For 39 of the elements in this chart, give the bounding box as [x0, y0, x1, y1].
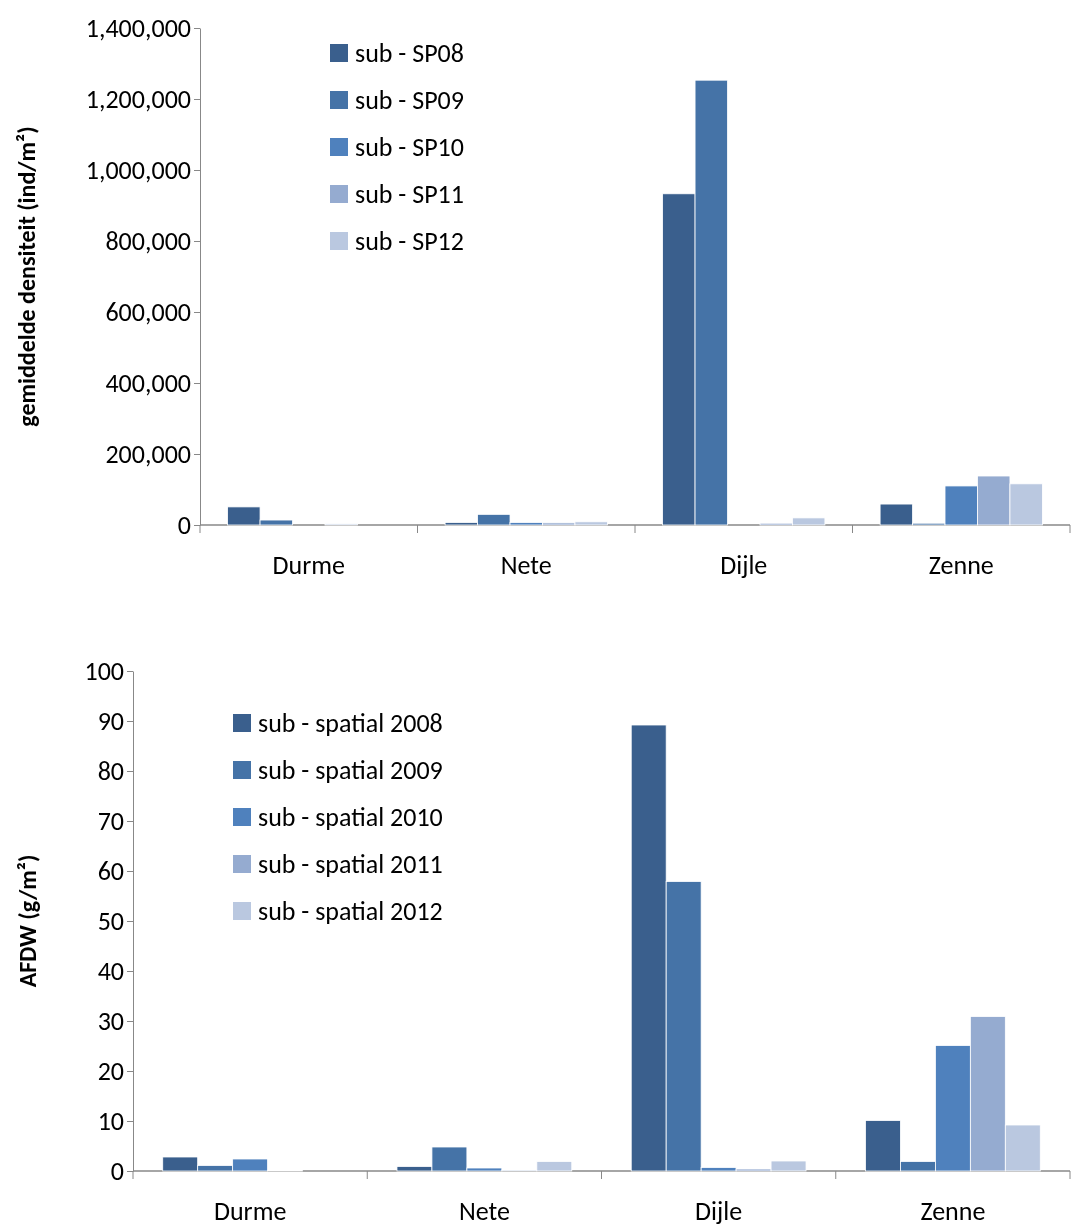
x-tick-label: Zenne [920, 1195, 986, 1224]
y-tick-label: 40 [97, 954, 124, 987]
y-tick-label: 70 [97, 804, 124, 837]
legend-label: sub - SP12 [355, 225, 464, 257]
legend-label: sub - SP11 [355, 178, 464, 210]
y-tick-label: 0 [177, 508, 191, 541]
legend-label: sub - spatial 2012 [258, 895, 443, 927]
legend-label: sub - spatial 2011 [258, 848, 443, 880]
x-tick-label: Dijle [695, 1195, 743, 1224]
x-tick-label: Durme [272, 549, 345, 581]
y-tick-label: 20 [97, 1054, 124, 1087]
legend-label: sub - spatial 2008 [258, 707, 443, 739]
y-tick-label: 30 [97, 1004, 124, 1037]
legend-label: sub - SP08 [355, 37, 464, 69]
y-tick-label: 80 [97, 754, 124, 787]
y-tick-label: 200,000 [105, 437, 191, 470]
y-tick-label: 60 [97, 854, 124, 887]
x-tick-label: Dijle [720, 549, 768, 581]
y-tick-label: 400,000 [105, 366, 191, 399]
x-tick-label: Durme [213, 1195, 287, 1224]
x-tick-label: Zenne [928, 549, 994, 581]
y-tick-label: 1,000,000 [85, 153, 191, 186]
y-tick-label: 1,200,000 [85, 82, 191, 115]
legend-label: sub - SP10 [355, 131, 464, 163]
y-tick-label: 10 [97, 1104, 124, 1137]
y-tick-label: 0 [110, 1154, 124, 1187]
legend-label: sub - SP09 [355, 84, 464, 116]
legend-label: sub - spatial 2010 [258, 801, 443, 833]
y-tick-label: 800,000 [105, 224, 191, 257]
y-axis-title: gemiddelde densiteit (ind/m²) [12, 126, 41, 427]
y-tick-label: 1,400,000 [85, 11, 191, 44]
legend-label: sub - spatial 2009 [258, 754, 443, 786]
y-tick-label: 90 [97, 704, 124, 737]
x-tick-label: Nete [500, 549, 552, 581]
x-tick-label: Nete [458, 1195, 510, 1224]
y-tick-label: 100 [84, 654, 124, 687]
y-tick-label: 50 [97, 904, 124, 937]
y-tick-label: 600,000 [105, 295, 191, 328]
y-axis-title: AFDW (g/m²) [13, 854, 42, 988]
